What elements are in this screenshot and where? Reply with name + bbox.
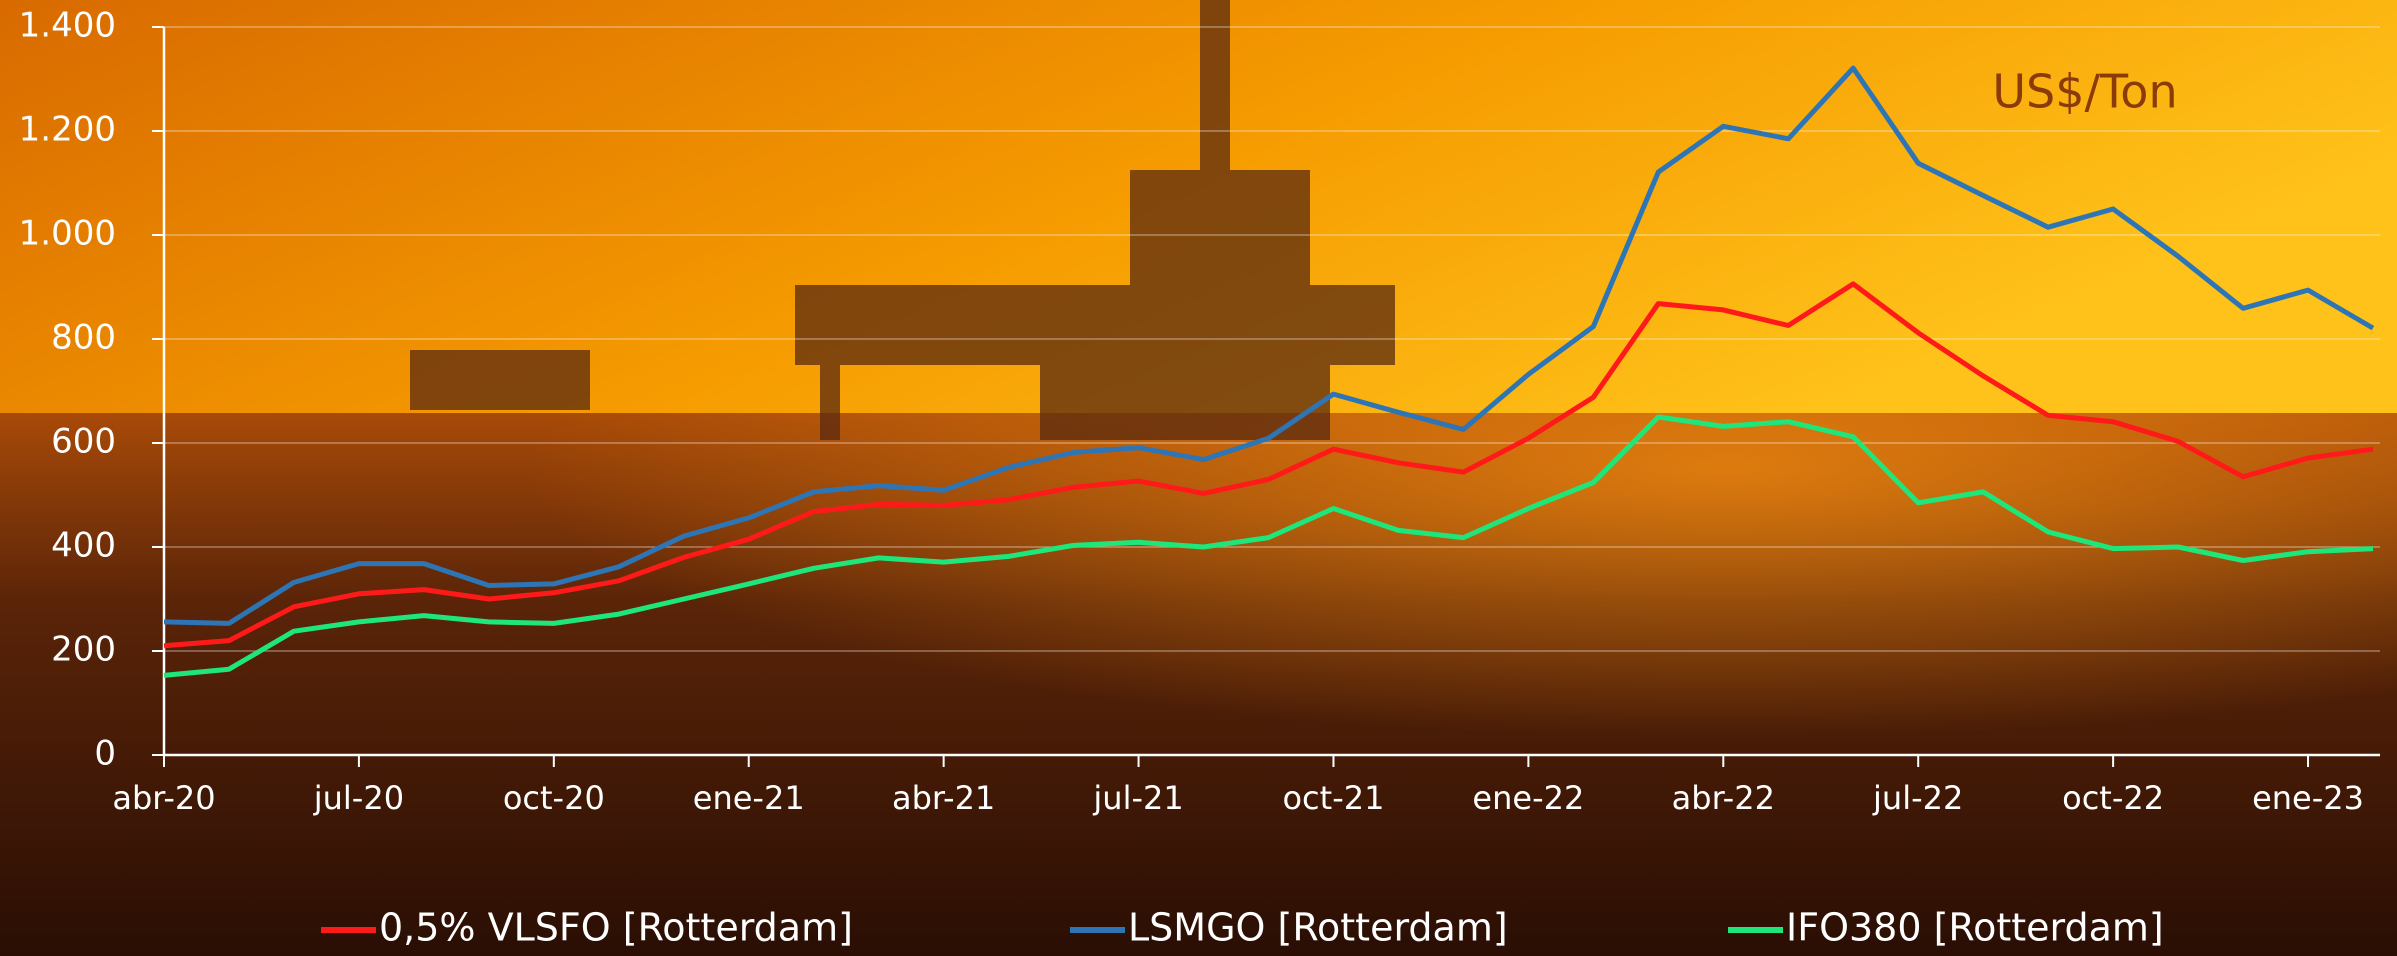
x-tick-label: jul-20 — [313, 779, 404, 817]
x-tick-label: abr-22 — [1672, 779, 1775, 817]
y-tick-label: 1.000 — [19, 214, 116, 254]
x-tick-label: oct-22 — [2062, 779, 2164, 817]
series-line — [163, 281, 2374, 649]
y-tick-label: 0 — [94, 734, 116, 774]
x-tick-label: ene-23 — [2252, 779, 2364, 817]
x-tick-label: ene-21 — [693, 779, 805, 817]
legend-label: 0,5% VLSFO [Rotterdam] — [379, 906, 853, 950]
x-tick-label: oct-20 — [503, 779, 605, 817]
x-tick-label: abr-21 — [892, 779, 995, 817]
y-tick-label: 800 — [51, 318, 116, 358]
y-tick-label: 1.400 — [19, 6, 116, 46]
x-tick-label: oct-21 — [1282, 779, 1384, 817]
unit-annotation: US$/Ton — [1992, 65, 2177, 119]
y-tick-label: 1.200 — [19, 110, 116, 150]
x-tick-label: jul-22 — [1872, 779, 1963, 817]
legend-label: IFO380 [Rotterdam] — [1786, 906, 2164, 950]
x-tick-label: jul-21 — [1092, 779, 1183, 817]
y-tick-label: 200 — [51, 630, 116, 670]
y-tick-label: 400 — [51, 526, 116, 566]
y-tick-label: 600 — [51, 422, 116, 462]
series-line — [163, 65, 2375, 626]
legend-label: LSMGO [Rotterdam] — [1128, 906, 1508, 950]
x-tick-label: abr-20 — [112, 779, 215, 817]
platform-silhouette — [410, 0, 1395, 440]
series-line — [163, 414, 2374, 678]
x-tick-label: ene-22 — [1472, 779, 1584, 817]
